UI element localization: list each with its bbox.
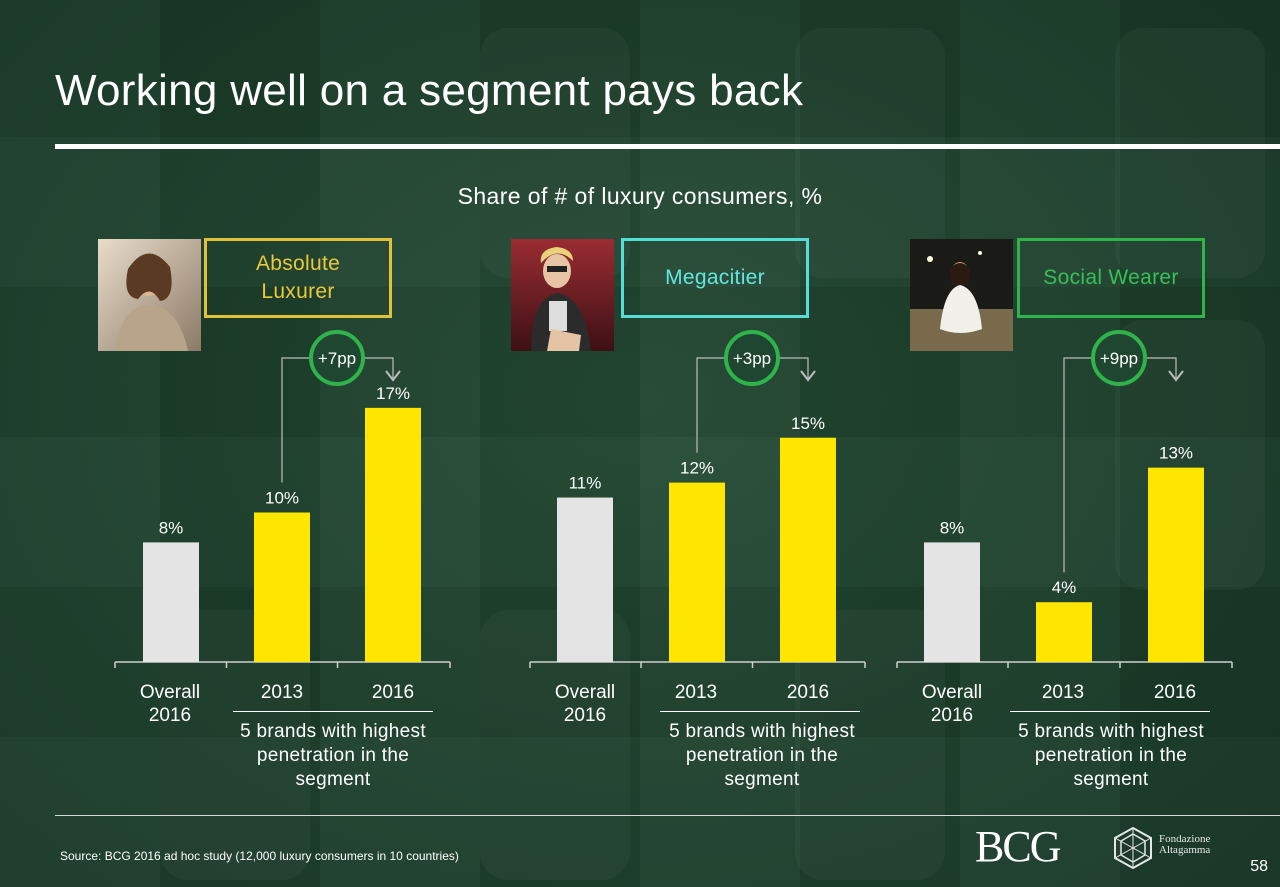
group-bracket-rule — [233, 711, 433, 712]
altagamma-logo-icon — [1114, 826, 1152, 870]
source-note: Source: BCG 2016 ad hoc study (12,000 lu… — [60, 849, 459, 863]
bar-brand-2013 — [1036, 602, 1092, 662]
page-title: Working well on a segment pays back — [55, 66, 804, 115]
bar-overall — [924, 542, 980, 662]
segment-box-megacitier: Megacitier — [621, 238, 809, 318]
change-label: +9pp — [1100, 349, 1138, 368]
category-label-2013: 2013 — [674, 682, 718, 703]
bar-brand-2016 — [365, 407, 421, 662]
category-label-overall-2016: Overall 2016 — [921, 682, 983, 726]
down-arrow-icon — [385, 370, 401, 382]
bar-value-label: 8% — [940, 518, 965, 537]
change-label: +7pp — [318, 349, 356, 368]
bar-overall — [557, 497, 613, 662]
segment-box-social-wearer: Social Wearer — [1017, 238, 1205, 318]
group-bracket-rule — [660, 711, 860, 712]
bar-value-label: 17% — [376, 384, 410, 403]
change-label: +3pp — [733, 349, 771, 368]
page-number: 58 — [1250, 858, 1268, 875]
megacitier-photo — [511, 239, 614, 351]
category-label-2016: 2016 — [786, 682, 830, 703]
bar-brand-2016 — [1148, 467, 1204, 662]
bcg-logo: BCG — [975, 822, 1061, 871]
group-bracket-rule — [1010, 711, 1210, 712]
down-arrow-icon — [1168, 370, 1184, 382]
social-wearer-photo — [910, 239, 1013, 351]
group-note-megacitier: 5 brands with highest penetration in the… — [669, 721, 855, 790]
bar-value-label: 15% — [791, 414, 825, 433]
bar-overall — [143, 542, 199, 662]
group-note-absolute-luxurer: 5 brands with highest penetration in the… — [240, 721, 426, 790]
change-circle — [309, 330, 365, 386]
category-label-2016: 2016 — [371, 682, 415, 703]
chart-subtitle: Share of # of luxury consumers, % — [457, 183, 823, 209]
bar-value-label: 10% — [265, 489, 299, 508]
group-note-social-wearer: 5 brands with highest penetration in the… — [1018, 721, 1204, 790]
title-divider — [55, 144, 1280, 149]
change-connector — [1063, 357, 1091, 573]
change-circle — [1091, 330, 1147, 386]
bar-value-label: 11% — [569, 474, 602, 493]
category-label-2013: 2013 — [260, 682, 304, 703]
altagamma-logo-text: Fondazione Altagamma — [1159, 833, 1211, 856]
change-circle — [724, 330, 780, 386]
category-label-overall-2016: Overall 2016 — [139, 682, 201, 726]
bar-value-label: 13% — [1159, 444, 1193, 463]
bar-brand-2016 — [780, 437, 836, 662]
bar-value-label: 4% — [1052, 578, 1077, 597]
change-connector — [780, 357, 809, 378]
bar-brand-2013 — [254, 512, 310, 662]
change-connector — [696, 357, 724, 453]
down-arrow-icon — [800, 370, 816, 382]
change-connector — [365, 357, 394, 378]
category-label-2013: 2013 — [1041, 682, 1085, 703]
category-label-overall-2016: Overall 2016 — [554, 682, 616, 726]
absolute-luxurer-photo — [98, 239, 201, 351]
segment-box-absolute-luxurer: Absolute Luxurer — [204, 238, 392, 318]
change-connector — [1147, 357, 1177, 378]
bar-brand-2013 — [669, 482, 725, 662]
bar-value-label: 8% — [159, 518, 184, 537]
bar-value-label: 12% — [680, 459, 714, 478]
footer-divider — [55, 815, 1280, 816]
change-connector — [281, 357, 309, 483]
category-label-2016: 2016 — [1153, 682, 1197, 703]
